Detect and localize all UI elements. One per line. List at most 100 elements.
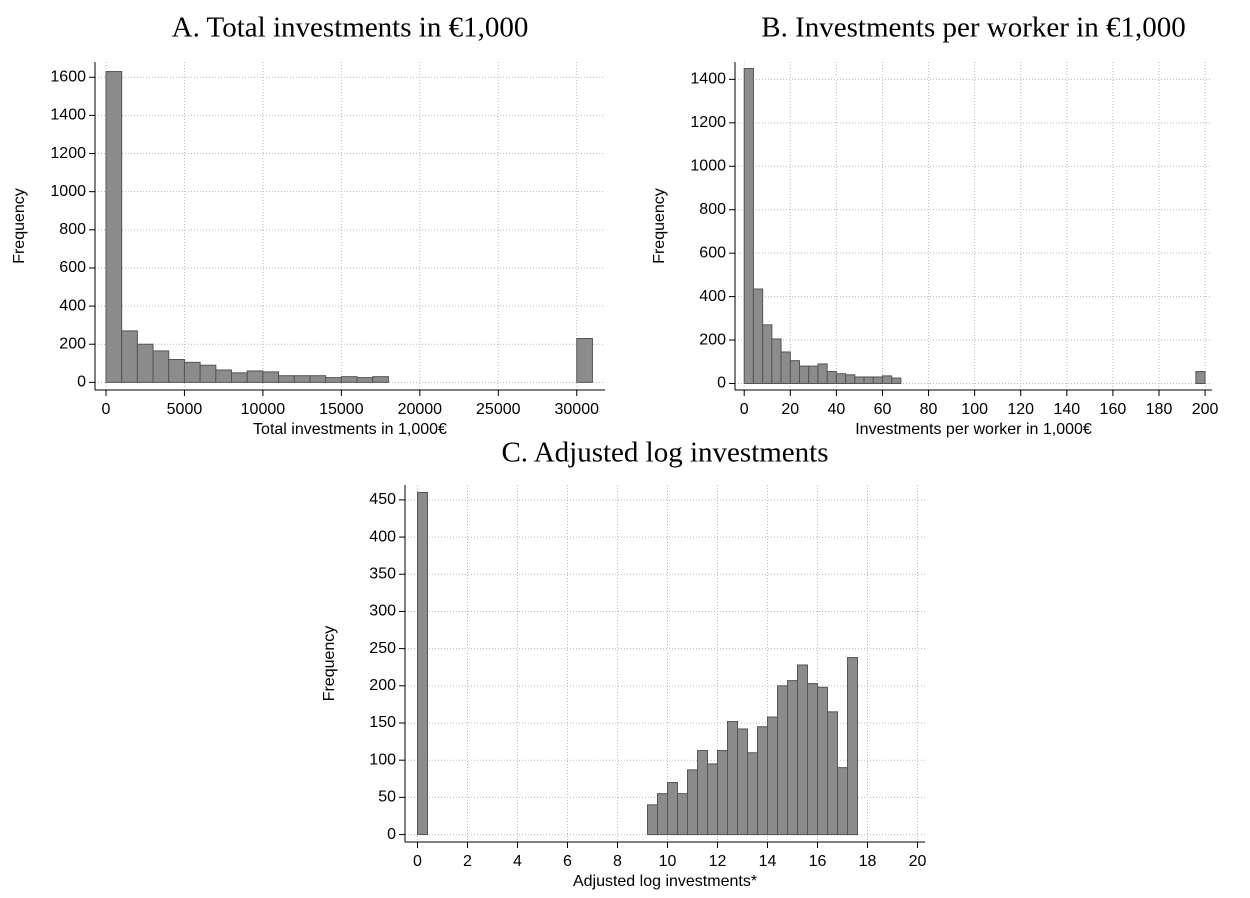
x-tick-label: 18	[859, 853, 877, 870]
bar	[168, 358, 185, 383]
bar	[752, 288, 764, 384]
bar	[799, 365, 810, 384]
bar	[417, 491, 428, 836]
bar	[717, 750, 728, 836]
bar	[767, 716, 778, 836]
bar	[647, 804, 658, 836]
bar	[105, 71, 123, 383]
y-tick-label: 400	[699, 288, 726, 305]
y-tick-label: 1400	[690, 71, 726, 88]
x-tick-label: 200	[1192, 401, 1219, 418]
y-tick-label: 1200	[50, 145, 86, 162]
x-tick-label: 180	[1146, 401, 1173, 418]
bar	[789, 360, 801, 384]
bar	[817, 363, 828, 384]
x-tick-label: 4	[513, 853, 522, 870]
x-axis-label: Adjusted log investments*	[573, 873, 757, 890]
y-tick-label: 200	[699, 331, 726, 348]
bar	[183, 361, 201, 383]
bar	[891, 377, 902, 384]
chart-title: B. Investments per worker in €1,000	[761, 12, 1185, 44]
x-tick-label: 10	[659, 853, 677, 870]
y-tick-label: 600	[59, 259, 86, 276]
y-tick-label: 800	[699, 201, 726, 218]
bar	[136, 343, 154, 383]
bar	[743, 68, 754, 384]
bar	[356, 377, 374, 383]
x-tick-label: 80	[920, 401, 938, 418]
y-tick-label: 0	[77, 374, 86, 391]
x-axis-label: Total investments in 1,000€	[253, 421, 447, 438]
bar	[372, 376, 389, 383]
x-tick-label: 12	[709, 853, 727, 870]
bar	[667, 782, 678, 836]
y-tick-label: 1600	[50, 68, 86, 85]
bar	[121, 330, 138, 383]
bar	[340, 376, 358, 383]
bar	[835, 373, 847, 384]
bar	[657, 793, 668, 836]
y-tick-label: 1200	[690, 114, 726, 131]
x-tick-label: 100	[961, 401, 988, 418]
bar	[854, 376, 865, 384]
bar	[199, 364, 217, 383]
y-tick-label: 350	[369, 565, 396, 582]
y-axis-label: Frequency	[321, 626, 338, 702]
bar	[762, 324, 773, 384]
y-tick-label: 1000	[50, 183, 86, 200]
bar	[777, 685, 788, 836]
bar	[278, 375, 295, 383]
bar	[817, 686, 828, 836]
bar	[807, 683, 818, 836]
bar	[262, 371, 280, 383]
x-tick-label: 0	[740, 401, 749, 418]
bar	[872, 376, 883, 384]
bar	[837, 767, 848, 836]
bar	[293, 375, 311, 383]
bar	[576, 338, 593, 383]
x-tick-label: 16	[809, 853, 827, 870]
x-tick-label: 60	[874, 401, 892, 418]
y-tick-label: 1400	[50, 107, 86, 124]
y-tick-label: 1000	[690, 157, 726, 174]
bar	[826, 371, 837, 384]
y-tick-label: 600	[699, 244, 726, 261]
bar	[780, 351, 791, 384]
x-tick-label: 14	[759, 853, 777, 870]
y-tick-label: 200	[369, 677, 396, 694]
bar	[737, 728, 748, 836]
bar	[1195, 371, 1206, 384]
chart-title: A. Total investments in €1,000	[172, 12, 529, 44]
y-axis-label: Frequency	[651, 188, 668, 264]
x-tick-label: 0	[102, 401, 111, 418]
bar	[707, 763, 718, 836]
y-tick-label: 300	[369, 603, 396, 620]
y-tick-label: 0	[717, 375, 726, 392]
bar	[727, 721, 738, 836]
bar	[697, 750, 708, 836]
x-tick-label: 20	[909, 853, 927, 870]
bar	[747, 752, 758, 836]
x-tick-label: 140	[1053, 401, 1080, 418]
bar	[677, 793, 688, 836]
y-tick-label: 250	[369, 640, 396, 657]
bar	[325, 377, 342, 383]
x-tick-label: 25000	[476, 401, 521, 418]
y-tick-label: 450	[369, 491, 396, 508]
x-tick-label: 30000	[555, 401, 600, 418]
bar	[797, 664, 808, 836]
y-tick-label: 100	[369, 751, 396, 768]
x-tick-label: 0	[413, 853, 422, 870]
bar	[808, 365, 819, 384]
x-tick-label: 20000	[398, 401, 443, 418]
y-tick-label: 150	[369, 714, 396, 731]
bar	[845, 374, 856, 384]
y-axis-label: Frequency	[11, 188, 28, 264]
bar	[771, 338, 782, 384]
x-tick-label: 6	[563, 853, 572, 870]
bar	[847, 657, 858, 836]
bar	[863, 376, 874, 384]
bar	[757, 726, 768, 836]
x-tick-label: 120	[1007, 401, 1034, 418]
